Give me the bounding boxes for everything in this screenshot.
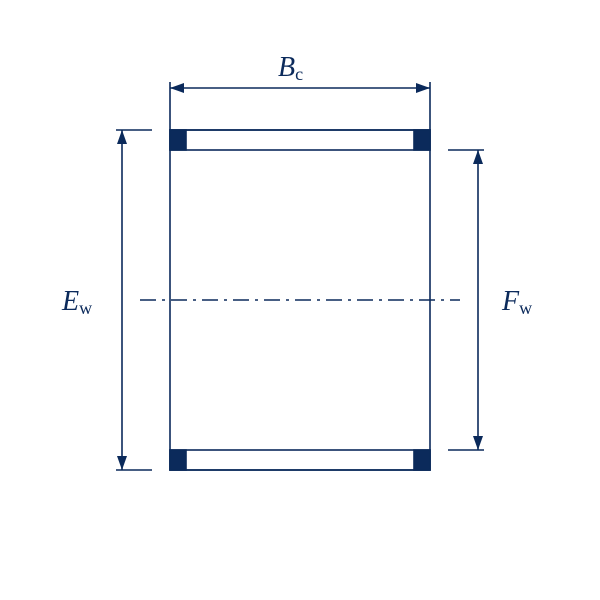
diagram-stage: Bc Ew Fw	[0, 0, 600, 600]
label-fw-main: F	[502, 286, 519, 317]
label-ew-sub: w	[79, 298, 92, 318]
label-fw: Fw	[502, 286, 532, 319]
label-bc-sub: c	[295, 64, 303, 84]
label-bc: Bc	[278, 52, 303, 85]
label-ew-main: E	[62, 286, 79, 317]
label-ew: Ew	[62, 286, 92, 319]
label-fw-sub: w	[519, 298, 532, 318]
label-bc-main: B	[278, 52, 295, 83]
